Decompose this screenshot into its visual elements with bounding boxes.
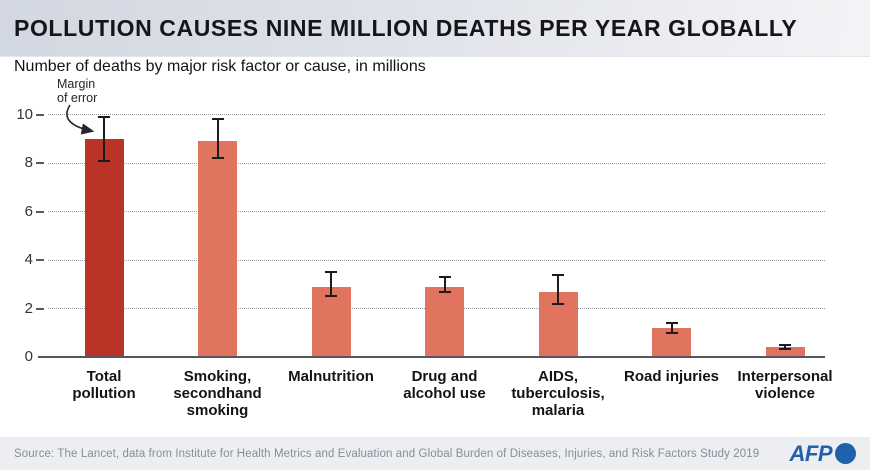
gridline xyxy=(48,259,825,261)
error-bar xyxy=(443,276,446,292)
y-axis-label: 4 xyxy=(24,251,33,268)
bar xyxy=(765,347,805,357)
error-bar xyxy=(670,323,673,333)
gridline xyxy=(48,114,825,115)
error-bar-cap-bottom xyxy=(552,302,564,305)
gridline xyxy=(48,162,825,164)
y-axis-tick xyxy=(36,210,44,213)
y-axis-label: 10 xyxy=(16,105,33,123)
error-bar-cap-bottom xyxy=(779,347,791,350)
error-bar xyxy=(784,344,786,349)
bar xyxy=(198,141,237,357)
error-bar-cap-top xyxy=(779,343,791,346)
error-bar-cap-bottom xyxy=(98,159,110,162)
y-axis-label: 2 xyxy=(24,299,33,317)
gridline xyxy=(48,211,825,212)
error-bar-cap-bottom xyxy=(325,295,337,298)
y-axis-label: 8 xyxy=(24,154,33,171)
bar xyxy=(84,138,124,357)
annotation-line-2: of error xyxy=(57,90,98,105)
error-bar xyxy=(216,119,219,159)
error-bar-cap-top xyxy=(552,273,564,276)
afp-logo: AFP xyxy=(789,440,856,467)
header-band: POLLUTION CAUSES NINE MILLION DEATHS PER… xyxy=(0,0,870,57)
afp-logo-text: AFP xyxy=(789,440,833,466)
page-title: POLLUTION CAUSES NINE MILLION DEATHS PER… xyxy=(14,14,798,41)
x-axis-line xyxy=(38,356,825,358)
source-text: Source: The Lancet, data from Institute … xyxy=(14,447,760,460)
bar xyxy=(425,286,464,357)
error-bar xyxy=(330,272,332,297)
afp-logo-circle-icon xyxy=(835,443,856,464)
error-bar-cap-bottom xyxy=(211,157,224,160)
error-bar-cap-top xyxy=(98,115,110,118)
error-bar-cap-top xyxy=(325,271,337,274)
error-bar xyxy=(103,116,105,161)
curved-arrow-icon xyxy=(66,104,95,135)
bar xyxy=(311,286,351,357)
x-axis-label: Smoking, secondhand smoking xyxy=(173,368,262,419)
y-axis-tick xyxy=(36,259,44,261)
margin-of-error-annotation: Margin of error xyxy=(57,77,98,105)
y-axis-tick xyxy=(36,162,44,164)
footer-band: Source: The Lancet, data from Institute … xyxy=(0,437,870,470)
annotation-line-1: Margin xyxy=(57,77,96,91)
x-axis-label: Total pollution xyxy=(72,368,136,402)
x-axis-label: Road injuries xyxy=(623,368,720,385)
x-axis-label: AIDS, tuberculosis, malaria xyxy=(511,368,605,419)
error-bar-cap-bottom xyxy=(665,331,678,334)
error-bar xyxy=(557,274,559,304)
error-bar-cap-top xyxy=(438,275,451,278)
y-axis-tick xyxy=(36,113,44,116)
y-axis-tick xyxy=(36,307,44,310)
error-bar-cap-top xyxy=(665,322,678,325)
x-axis-label: Drug and alcohol use xyxy=(403,368,486,402)
y-axis-label: 0 xyxy=(24,348,33,365)
error-bar-cap-bottom xyxy=(438,290,451,293)
y-axis-label: 6 xyxy=(24,202,33,220)
chart-subtitle: Number of deaths by major risk factor or… xyxy=(14,58,426,75)
x-axis-label: Interpersonal violence xyxy=(737,368,833,402)
x-axis-label: Malnutrition xyxy=(288,368,374,385)
error-bar-cap-top xyxy=(211,118,224,121)
